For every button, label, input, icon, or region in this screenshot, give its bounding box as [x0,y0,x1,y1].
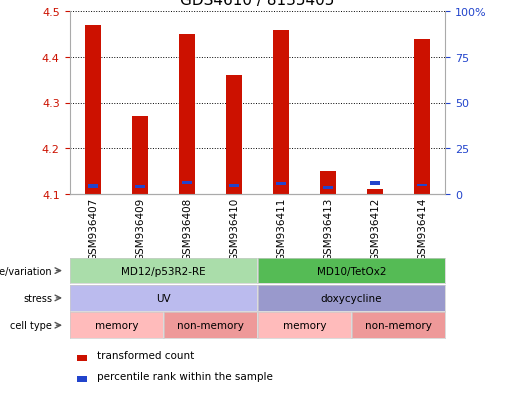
Bar [135,185,145,188]
Bar [226,76,242,194]
Text: non-memory: non-memory [365,320,432,330]
Bar [132,117,148,194]
Bar [182,182,192,185]
Text: percentile rank within the sample: percentile rank within the sample [97,371,272,381]
Title: GDS4610 / 8135405: GDS4610 / 8135405 [180,0,335,8]
Bar [89,185,97,188]
Bar [77,355,87,361]
Bar [323,186,333,189]
Bar [273,31,289,194]
Text: memory: memory [95,320,138,330]
Bar [418,184,426,187]
Bar [85,26,101,194]
Text: cell type: cell type [10,320,52,330]
Text: genotype/variation: genotype/variation [0,266,52,276]
Bar [77,376,87,382]
Text: transformed count: transformed count [97,351,194,361]
Text: MD12/p53R2-RE: MD12/p53R2-RE [121,266,206,276]
Bar [179,35,195,194]
Text: UV: UV [156,293,171,303]
Text: MD10/TetOx2: MD10/TetOx2 [317,266,386,276]
Bar [414,40,430,194]
Text: memory: memory [283,320,326,330]
Bar [367,190,383,194]
Bar [277,183,285,186]
Text: doxycycline: doxycycline [321,293,382,303]
Bar [230,185,238,187]
Text: non-memory: non-memory [177,320,244,330]
Text: stress: stress [23,293,52,303]
Bar [370,181,380,186]
Bar [320,171,336,194]
